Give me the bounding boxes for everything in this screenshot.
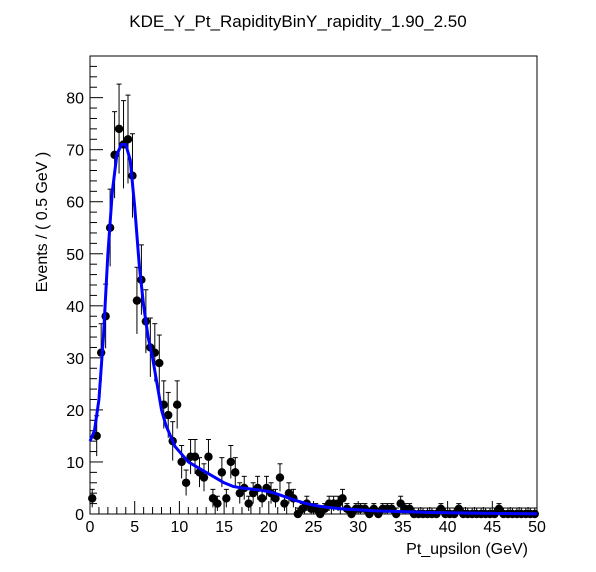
data-point <box>181 478 191 487</box>
y-tick-label: 60 <box>66 195 84 212</box>
data-point <box>275 473 285 482</box>
data-point <box>231 468 240 477</box>
data-point <box>204 452 213 461</box>
data-point <box>88 494 97 503</box>
data-point <box>123 135 133 144</box>
y-tick-label: 70 <box>66 143 84 160</box>
data-point <box>164 410 173 420</box>
x-tick-label: 0 <box>86 519 95 536</box>
data-point <box>257 494 267 503</box>
data-point <box>155 358 164 368</box>
y-tick-label: 80 <box>66 91 84 108</box>
data-point <box>280 499 289 508</box>
data-point <box>217 468 227 477</box>
chart-title: KDE_Y_Pt_RapidityBinY_rapidity_1.90_2.50 <box>129 12 466 31</box>
data-point <box>114 124 124 134</box>
y-tick-label: 10 <box>66 455 84 472</box>
data-point <box>177 457 186 467</box>
x-tick-label: 45 <box>483 519 501 536</box>
x-tick-label: 15 <box>215 519 233 536</box>
y-tick-label: 50 <box>66 247 84 264</box>
x-tick-label: 25 <box>305 519 323 536</box>
y-tick-label: 40 <box>66 299 84 316</box>
data-point <box>199 473 209 482</box>
x-tick-label: 50 <box>528 519 546 536</box>
x-tick-label: 20 <box>260 519 278 536</box>
y-axis-label: Events / ( 0.5 GeV ) <box>34 152 51 293</box>
fit-curve-group <box>88 142 538 516</box>
axis-ticks: 0 5 10 15 20 25 30 35 40 45 50 0 10 20 30 40 50 60 70 80 <box>66 55 546 536</box>
x-tick-label: 40 <box>439 519 457 536</box>
data-point <box>132 296 142 305</box>
x-tick-label: 5 <box>130 519 139 536</box>
x-tick-label: 35 <box>394 519 412 536</box>
data-point <box>226 457 236 467</box>
x-tick-label: 30 <box>349 519 367 536</box>
data-point <box>271 494 280 503</box>
data-point <box>338 494 347 503</box>
fit-curve <box>88 142 538 516</box>
y-tick-label: 30 <box>66 351 84 368</box>
data-point <box>213 499 222 508</box>
data-point <box>190 452 200 461</box>
data-point <box>172 400 182 409</box>
y-tick-label: 20 <box>66 403 84 420</box>
x-tick-label: 10 <box>171 519 189 536</box>
x-axis-label: Pt_upsilon (GeV) <box>406 541 528 558</box>
data-point <box>222 494 231 503</box>
y-tick-label: 0 <box>75 507 84 524</box>
data-point <box>244 499 253 508</box>
